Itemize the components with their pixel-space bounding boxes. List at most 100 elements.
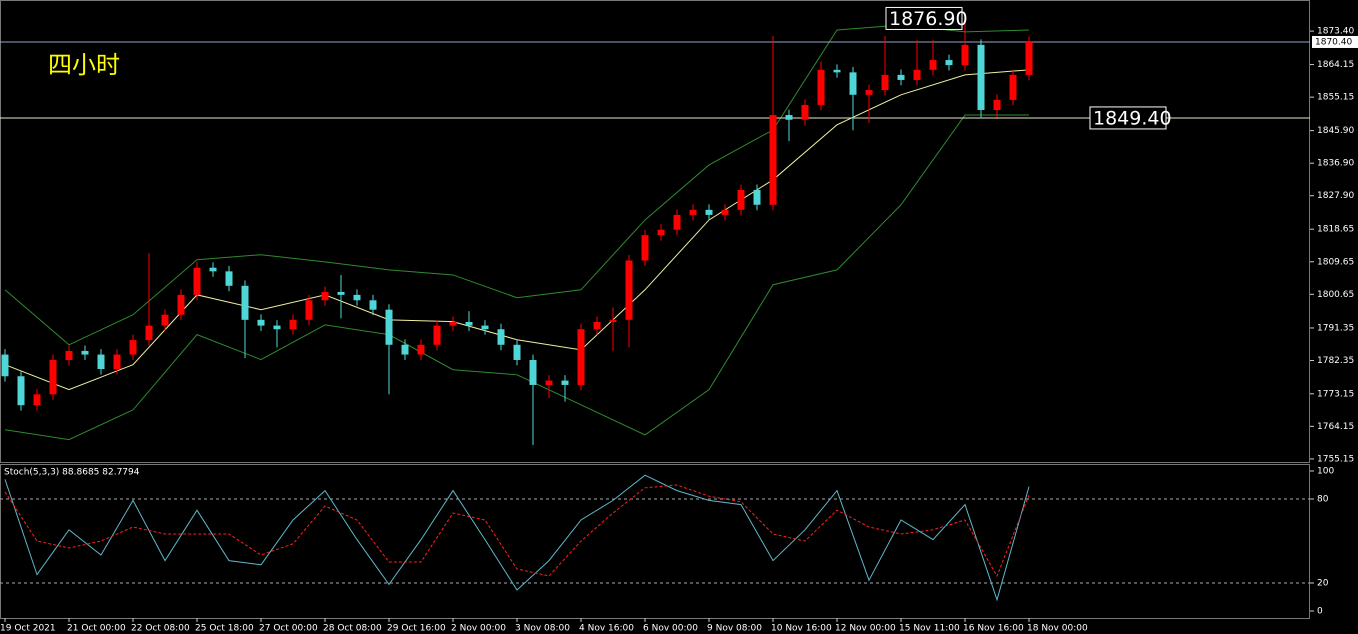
- y-tick-label: 1873.40: [1317, 27, 1354, 37]
- x-tick-label: 16 Nov 16:00: [963, 624, 1024, 634]
- candle-body: [433, 325, 441, 345]
- candle-body: [449, 321, 457, 326]
- candle-body: [641, 235, 649, 261]
- candle-body: [561, 380, 569, 385]
- candle-body: [321, 291, 329, 301]
- candle-body: [81, 350, 89, 355]
- candle-body: [721, 209, 729, 215]
- x-tick-label: 29 Oct 16:00: [387, 624, 446, 634]
- candle-body: [689, 209, 697, 215]
- x-tick-label: 15 Nov 11:00: [899, 624, 960, 634]
- y-tick-label: 80: [1317, 495, 1329, 505]
- candle-body: [481, 325, 489, 330]
- x-tick-label: 27 Oct 00:00: [259, 624, 318, 634]
- y-tick-label: 1764.15: [1317, 422, 1354, 432]
- candle-body: [913, 69, 921, 80]
- x-tick-label: 19 Oct 2021: [0, 624, 56, 634]
- candle-body: [977, 44, 985, 110]
- y-tick-label: 0: [1317, 607, 1323, 617]
- x-tick-label: 9 Nov 08:00: [707, 624, 762, 634]
- candle-body: [465, 321, 473, 326]
- candle-body: [353, 294, 361, 301]
- candle-body: [849, 72, 857, 95]
- price-tag-label: 1870.40: [1315, 37, 1352, 47]
- candle-body: [593, 321, 601, 330]
- candle-body: [161, 314, 169, 326]
- candle-body: [337, 291, 345, 295]
- candle-body: [385, 309, 393, 345]
- y-tick-label: 1855.15: [1317, 93, 1354, 103]
- x-tick-label: 22 Oct 08:00: [131, 624, 190, 634]
- candle-body: [113, 354, 121, 370]
- y-tick-label: 1809.65: [1317, 257, 1354, 267]
- candle-body: [833, 69, 841, 73]
- y-tick-label: 1836.90: [1317, 159, 1354, 169]
- candle-body: [193, 267, 201, 295]
- annotation-label: 1876.90: [889, 8, 968, 30]
- candle-body: [577, 329, 585, 385]
- y-tick-label: 1845.90: [1317, 126, 1354, 136]
- x-tick-label: 28 Oct 08:00: [323, 624, 382, 634]
- candle-body: [945, 60, 953, 66]
- candle-body: [801, 104, 809, 120]
- candle-body: [625, 260, 633, 320]
- candle-body: [33, 394, 41, 406]
- candle-body: [145, 325, 153, 341]
- candle-body: [769, 115, 777, 205]
- candle-body: [881, 74, 889, 91]
- stoch-k: [4, 474, 1030, 602]
- y-tick-label: 1791.35: [1317, 323, 1354, 333]
- candle-body: [305, 300, 313, 320]
- candle-body: [97, 354, 105, 370]
- y-tick-label: 1782.35: [1317, 356, 1354, 366]
- candle-body: [17, 376, 25, 406]
- y-tick-label: 1800.65: [1317, 290, 1354, 300]
- stoch-d: [4, 484, 1030, 578]
- candle-body: [1009, 74, 1017, 100]
- price-panel: [0, 0, 1310, 463]
- candle-body: [241, 285, 249, 320]
- y-tick-label: 1818.65: [1317, 225, 1354, 235]
- y-tick-label: 20: [1317, 579, 1329, 589]
- x-tick-label: 12 Nov 00:00: [835, 624, 896, 634]
- candle-body: [257, 319, 265, 326]
- candle-body: [785, 115, 793, 120]
- candle-body: [961, 44, 969, 66]
- y-tick-label: 100: [1317, 467, 1334, 477]
- y-tick-label: 1773.15: [1317, 389, 1354, 399]
- x-tick-label: 3 Nov 08:00: [515, 624, 570, 634]
- price-tag: [1312, 35, 1358, 48]
- x-tick-label: 21 Oct 00:00: [67, 624, 126, 634]
- candle-body: [753, 189, 761, 205]
- x-tick-label: 25 Oct 18:00: [195, 624, 254, 634]
- candle-body: [657, 229, 665, 236]
- x-tick-label: 4 Nov 16:00: [579, 624, 634, 634]
- candle-body: [65, 350, 73, 360]
- candle-body: [1025, 41, 1033, 75]
- candle-body: [209, 267, 217, 272]
- candle-body: [513, 344, 521, 360]
- candle-body: [1, 354, 9, 377]
- candle-body: [609, 319, 617, 322]
- y-tick-label: 1864.15: [1317, 60, 1354, 70]
- x-tick-label: 18 Nov 00:00: [1027, 624, 1088, 634]
- candle-body: [865, 90, 873, 95]
- candle-body: [225, 271, 233, 286]
- candle-body: [49, 359, 57, 395]
- stoch-panel: [0, 464, 1310, 619]
- candle-body: [673, 214, 681, 230]
- candle-body: [705, 209, 713, 215]
- candle-body: [817, 69, 825, 105]
- candle-body: [545, 380, 553, 385]
- candle-body: [993, 99, 1001, 110]
- y-tick-label: 1827.90: [1317, 191, 1354, 201]
- x-tick-label: 6 Nov 00:00: [643, 624, 698, 634]
- candle-body: [529, 359, 537, 385]
- candle-body: [929, 60, 937, 70]
- candle-body: [289, 319, 297, 330]
- candle-body: [897, 74, 905, 80]
- candle-body: [129, 340, 137, 355]
- chart-title: 四小时: [48, 51, 120, 79]
- candle-body: [177, 294, 185, 315]
